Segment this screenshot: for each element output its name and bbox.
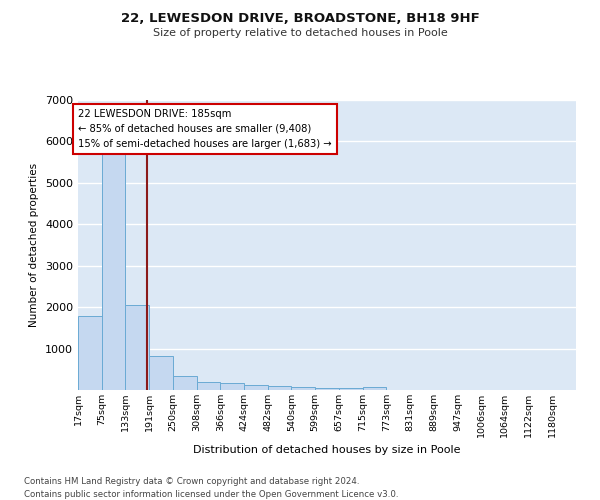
Text: Contains public sector information licensed under the Open Government Licence v3: Contains public sector information licen… <box>24 490 398 499</box>
Bar <box>268 386 292 390</box>
Bar <box>362 387 386 390</box>
Bar <box>78 316 102 390</box>
Bar <box>149 356 173 390</box>
Bar <box>220 383 244 390</box>
Bar <box>292 387 315 390</box>
Bar <box>339 388 362 390</box>
Text: 22, LEWESDON DRIVE, BROADSTONE, BH18 9HF: 22, LEWESDON DRIVE, BROADSTONE, BH18 9HF <box>121 12 479 26</box>
Y-axis label: Number of detached properties: Number of detached properties <box>29 163 40 327</box>
Bar <box>197 382 220 390</box>
Text: Contains HM Land Registry data © Crown copyright and database right 2024.: Contains HM Land Registry data © Crown c… <box>24 478 359 486</box>
X-axis label: Distribution of detached houses by size in Poole: Distribution of detached houses by size … <box>193 446 461 456</box>
Text: Size of property relative to detached houses in Poole: Size of property relative to detached ho… <box>152 28 448 38</box>
Bar <box>125 304 149 390</box>
Bar <box>315 388 339 390</box>
Bar <box>244 385 268 390</box>
Bar <box>102 150 125 390</box>
Text: 22 LEWESDON DRIVE: 185sqm
← 85% of detached houses are smaller (9,408)
15% of se: 22 LEWESDON DRIVE: 185sqm ← 85% of detac… <box>79 109 332 148</box>
Bar <box>173 376 197 390</box>
